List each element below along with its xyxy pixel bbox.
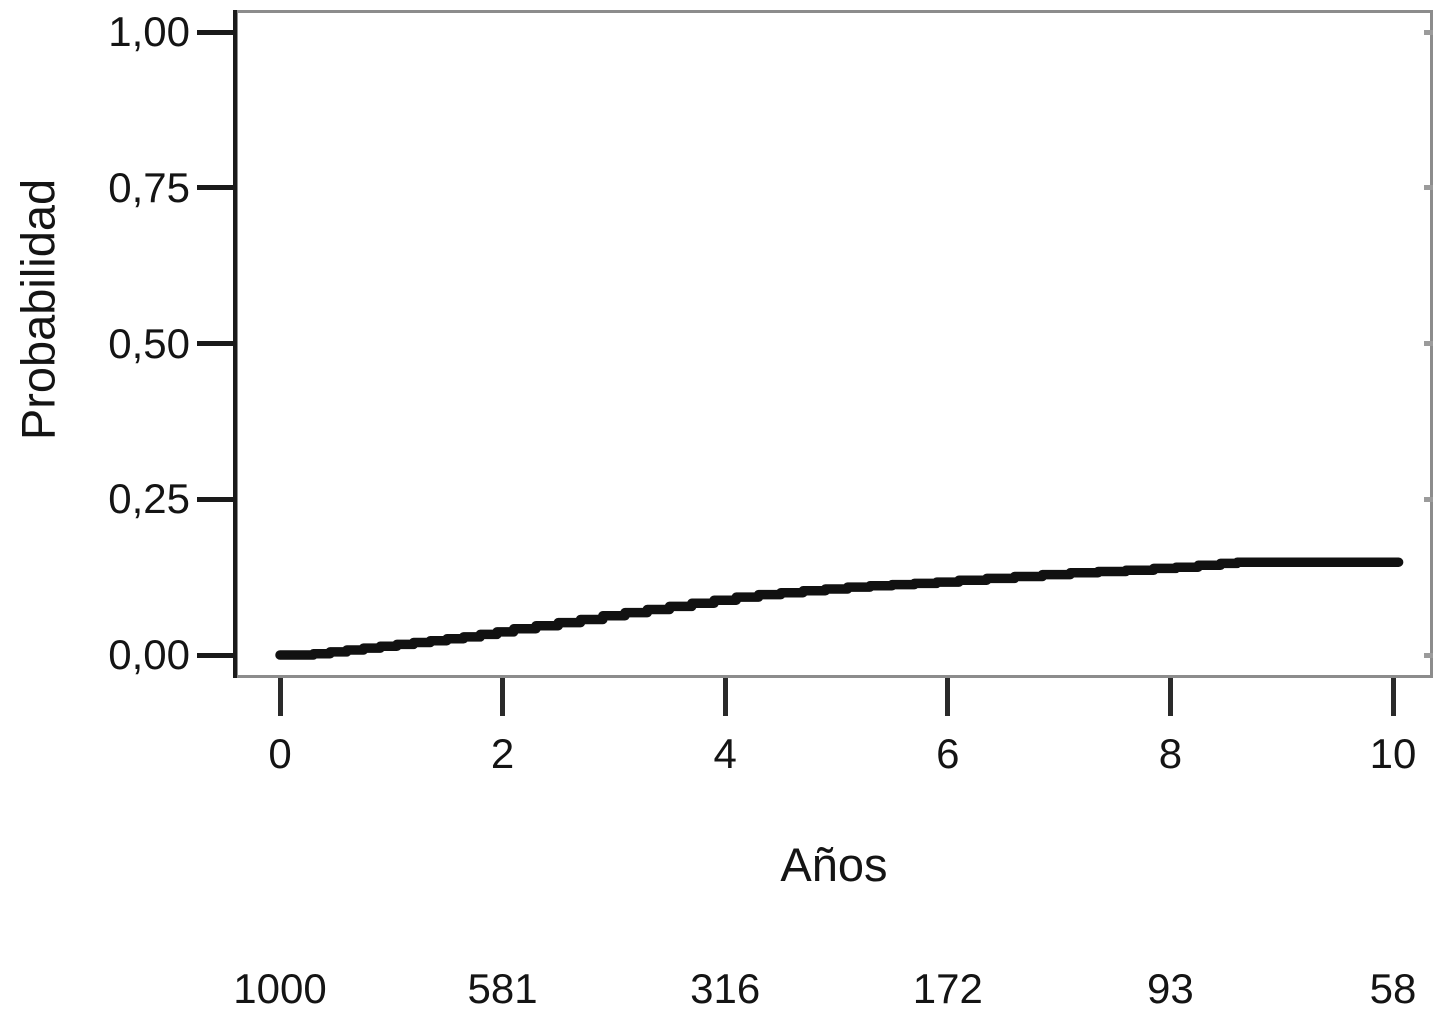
x-axis-title: Años <box>780 838 888 891</box>
y-tick-mark <box>197 496 235 502</box>
y-tick-mark <box>197 29 235 35</box>
x-tick-label: 0 <box>268 730 292 777</box>
number-at-risk: 172 <box>912 965 983 1012</box>
y-tick-label: 1,00 <box>108 8 190 55</box>
x-tick-label: 8 <box>1158 730 1183 777</box>
y-tick-label: 0,50 <box>108 319 190 367</box>
right-tick-mark <box>1424 652 1433 658</box>
x-tick-mark <box>722 678 728 716</box>
right-tick-mark <box>1424 29 1433 35</box>
x-tick-mark <box>500 678 506 716</box>
right-tick-mark <box>1424 341 1433 346</box>
y-tick-mark <box>197 652 235 658</box>
y-tick-mark <box>197 341 235 346</box>
number-at-risk: 58 <box>1369 965 1417 1012</box>
x-tick-mark <box>1390 678 1396 716</box>
x-tick-label: 10 <box>1369 730 1417 777</box>
x-tick-mark <box>277 678 283 716</box>
x-tick-label: 4 <box>713 730 737 777</box>
number-at-risk: 1000 <box>233 965 327 1012</box>
y-tick-label: 0,25 <box>108 475 190 523</box>
number-at-risk: 93 <box>1147 965 1194 1012</box>
y-axis-line <box>233 10 237 678</box>
number-at-risk: 316 <box>690 965 761 1012</box>
x-tick-label: 2 <box>490 730 515 777</box>
right-tick-mark <box>1424 185 1433 191</box>
x-tick-mark <box>945 678 951 716</box>
y-tick-label: 0,00 <box>108 631 190 678</box>
y-tick-mark <box>197 185 235 191</box>
survival-curve-path <box>275 557 1404 660</box>
right-tick-mark <box>1424 496 1433 502</box>
x-tick-mark <box>1167 678 1173 716</box>
number-at-risk: 581 <box>467 965 538 1012</box>
x-tick-label: 6 <box>936 730 960 777</box>
y-tick-label: 0,75 <box>108 163 190 211</box>
